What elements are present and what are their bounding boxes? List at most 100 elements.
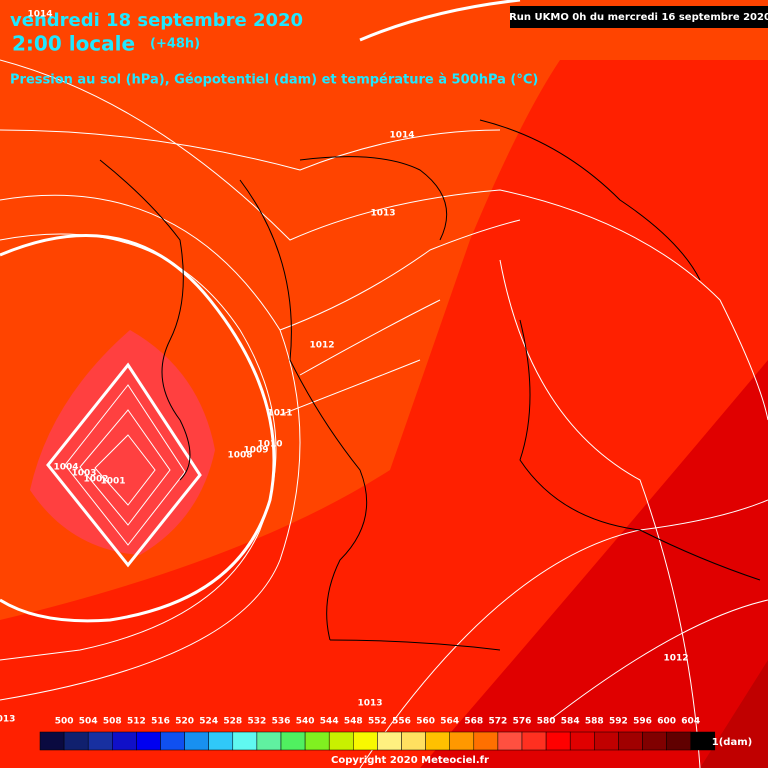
isobar-label: 1008: [227, 451, 252, 461]
legend-swatch: [136, 731, 161, 751]
isobar-label: 1012: [663, 654, 688, 664]
coastline: [329, 639, 501, 651]
run-label: Run UKMO 0h du mercredi 16 septembre 202…: [509, 12, 768, 23]
legend-swatch: [690, 731, 716, 751]
legend-label: 600: [657, 717, 676, 727]
coastline: [299, 156, 448, 241]
legend-label: 556: [392, 717, 411, 727]
legend-label: 516: [151, 717, 170, 727]
isobar: [0, 194, 301, 701]
temp-band: [420, 360, 768, 768]
legend-label: 588: [585, 717, 604, 727]
legend-label: 552: [368, 717, 387, 727]
legend-swatch: [545, 731, 571, 751]
isobar: [0, 59, 768, 421]
legend-label: 500: [55, 717, 74, 727]
isobar-label: 1014: [389, 131, 414, 141]
legend-label: 532: [248, 717, 267, 727]
legend-swatch: [497, 731, 523, 751]
legend-label: 536: [272, 717, 291, 727]
isobar-label: 1009: [243, 446, 268, 456]
legend-label: 548: [344, 717, 363, 727]
legend-label: 508: [103, 717, 122, 727]
isobar-label: 1003: [71, 469, 96, 479]
legend-swatch: [39, 731, 65, 751]
legend-swatch: [401, 731, 426, 751]
isobar: [79, 409, 171, 526]
legend-label: 520: [175, 717, 194, 727]
legend-label: 560: [416, 717, 435, 727]
legend-label: 512: [127, 717, 146, 727]
forecast-date: vendredi 18 septembre 2020: [10, 10, 303, 31]
legend-swatch: [328, 731, 354, 751]
isobar-label: 1013: [370, 209, 395, 219]
isobar-label: 1013: [357, 699, 382, 709]
isobar: [279, 219, 521, 331]
legend-swatch: [594, 731, 619, 751]
legend-swatch: [112, 731, 137, 751]
forecast-time: 2:00 locale: [12, 32, 135, 56]
legend-label: 524: [199, 717, 218, 727]
legend-swatch: [377, 731, 402, 751]
coastline: [99, 159, 191, 481]
legend-label: 596: [633, 717, 652, 727]
isobar-label: 1001: [100, 477, 125, 487]
isobar-label: 1014: [27, 10, 52, 20]
coastlines: [99, 119, 761, 651]
isoline: [0, 234, 276, 623]
legend-swatch: [256, 731, 282, 751]
legend-label: 584: [561, 717, 580, 727]
isoline: [46, 362, 202, 568]
legend-swatch: [473, 731, 499, 751]
legend-label: 580: [537, 717, 556, 727]
coastline: [239, 179, 368, 641]
isobar: [549, 599, 768, 721]
legend-swatch: [449, 731, 475, 751]
isobar: [499, 259, 701, 769]
legend-swatch: [425, 731, 450, 751]
legend-swatch: [618, 731, 643, 751]
isobar: [299, 299, 441, 376]
legend-label: 528: [223, 717, 242, 727]
map-subtitle: Pression au sol (hPa), Géopotentiel (dam…: [10, 73, 538, 88]
legend-label: 540: [296, 717, 315, 727]
forecast-lead: (+48h): [150, 37, 200, 52]
legend-label: 604: [681, 717, 700, 727]
legend-swatch: [642, 731, 667, 751]
isobar: [94, 434, 156, 506]
isobar: [64, 384, 186, 546]
isoline: [359, 0, 521, 42]
legend-swatch: [353, 731, 378, 751]
isobar: [359, 499, 768, 769]
isobar: [279, 359, 421, 416]
isobar-label: 1010: [257, 440, 282, 450]
coastline: [479, 119, 761, 581]
isobar-label: 1004: [53, 463, 78, 473]
run-box: [510, 6, 768, 28]
legend-swatch: [87, 731, 113, 751]
legend-label: 544: [320, 717, 339, 727]
isobar-label: 1002: [83, 475, 108, 485]
legend-label: 592: [609, 717, 628, 727]
legend-swatch: [521, 731, 547, 751]
legend: 500 504 508 512 516 520 524 528 532 536 540 544 548 5…: [39, 717, 716, 751]
isobar: [0, 233, 277, 661]
legend-swatch: [569, 731, 595, 751]
isobar-label: 1012: [309, 341, 334, 351]
legend-swatch: [160, 731, 185, 751]
legend-swatch: [280, 731, 306, 751]
isobar-label: 1011: [267, 409, 292, 419]
legend-swatch: [666, 731, 691, 751]
legend-unit: 1(dam): [712, 737, 752, 748]
temp-band: [700, 660, 768, 768]
legend-label: 504: [79, 717, 98, 727]
legend-swatch: [63, 731, 89, 751]
isobar-label: 013: [0, 715, 15, 725]
legend-swatch: [184, 731, 209, 751]
copyright: Copyright 2020 Meteociel.fr: [331, 755, 489, 766]
legend-swatch: [208, 731, 234, 751]
legend-swatch: [304, 731, 330, 751]
